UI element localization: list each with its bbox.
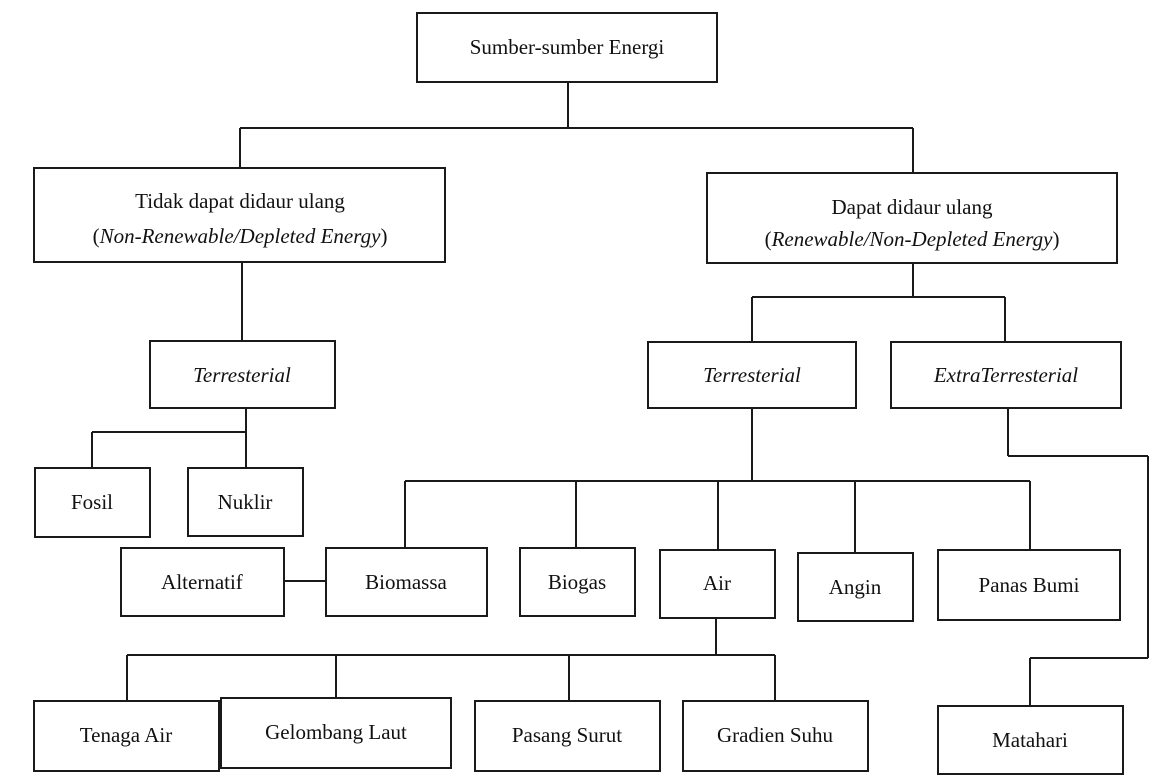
node-gradien-suhu-label: Gradien Suhu xyxy=(717,723,834,747)
node-root: Sumber-sumber Energi xyxy=(416,12,718,83)
node-extraterrestrial-label: ExtraTerresterial xyxy=(933,363,1078,387)
node-biomassa: Biomassa xyxy=(325,547,488,617)
node-tenaga-air: Tenaga Air xyxy=(33,700,220,772)
node-terrestrial-right-label: Terresterial xyxy=(703,363,801,387)
node-terrestrial-left-label: Terresterial xyxy=(193,363,291,387)
node-renewable-title: Dapat didaur ulang xyxy=(832,195,993,219)
node-alternatif-label: Alternatif xyxy=(161,570,243,594)
node-nonrenewable: Tidak dapat didaur ulang (Non-Renewable/… xyxy=(33,167,446,263)
node-root-label: Sumber-sumber Energi xyxy=(470,35,665,59)
node-renewable-subtitle: (Renewable/Non-Depleted Energy) xyxy=(765,227,1060,251)
node-extraterrestrial: ExtraTerresterial xyxy=(890,341,1122,409)
node-air: Air xyxy=(659,549,776,619)
node-terrestrial-left: Terresterial xyxy=(149,340,336,409)
node-matahari-label: Matahari xyxy=(992,728,1068,752)
node-biomassa-label: Biomassa xyxy=(365,570,447,594)
node-nonrenewable-title: Tidak dapat didaur ulang xyxy=(135,189,345,213)
node-biogas-label: Biogas xyxy=(548,570,606,594)
node-tenaga-air-label: Tenaga Air xyxy=(80,723,172,747)
node-pasang-surut-label: Pasang Surut xyxy=(512,723,622,747)
node-gelombang-laut: Gelombang Laut xyxy=(220,697,452,769)
connector-lines xyxy=(91,82,1149,706)
node-renewable: Dapat didaur ulang (Renewable/Non-Deplet… xyxy=(706,172,1118,264)
node-nuklir: Nuklir xyxy=(187,467,304,537)
node-alternatif: Alternatif xyxy=(120,547,285,617)
node-panas-bumi-label: Panas Bumi xyxy=(979,573,1080,597)
node-nonrenewable-subtitle: (Non-Renewable/Depleted Energy) xyxy=(93,224,388,248)
node-terrestrial-right: Terresterial xyxy=(647,341,857,409)
node-nuklir-label: Nuklir xyxy=(218,490,273,514)
node-panas-bumi: Panas Bumi xyxy=(937,549,1121,621)
node-fosil: Fosil xyxy=(34,467,151,538)
node-gelombang-laut-label: Gelombang Laut xyxy=(265,720,407,744)
node-air-label: Air xyxy=(703,571,731,595)
node-fosil-label: Fosil xyxy=(71,490,113,514)
node-gradien-suhu: Gradien Suhu xyxy=(682,700,869,772)
node-matahari: Matahari xyxy=(937,705,1124,775)
node-biogas: Biogas xyxy=(519,547,636,617)
node-angin: Angin xyxy=(797,552,914,622)
node-pasang-surut: Pasang Surut xyxy=(474,700,661,772)
node-angin-label: Angin xyxy=(829,575,882,599)
